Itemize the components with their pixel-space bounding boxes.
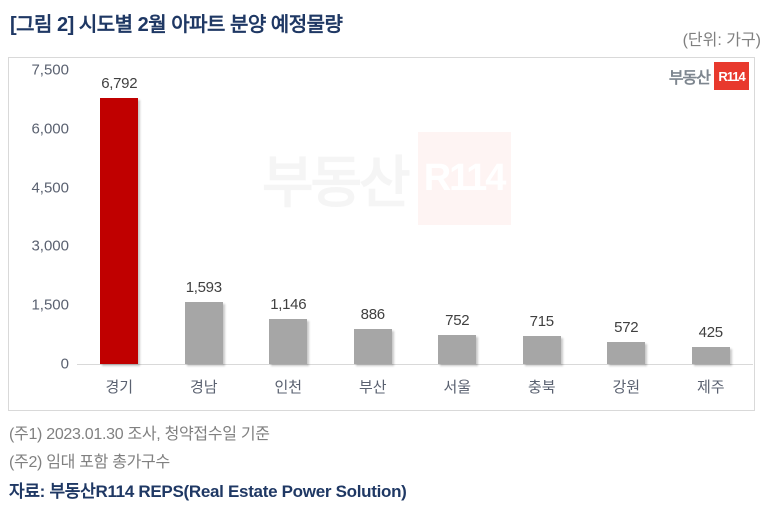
bar-경기 — [100, 97, 139, 364]
brand-logo-text: 부동산 — [668, 70, 711, 87]
x-axis-labels: 경기 경남 인천 부산 서울 충북 강원 제주 — [77, 376, 753, 396]
y-axis: 0 1,500 3,000 4,500 6,000 7,500 — [9, 58, 69, 410]
bar-slot: 886 — [331, 70, 416, 364]
plot-area: 6,792 1,593 1,146 886 752 715 572 425 — [77, 70, 754, 365]
data-label: 572 — [614, 318, 639, 336]
bar-slot: 6,792 — [77, 70, 162, 364]
chart-area: 부동산 R114 부동산 R114 0 1,500 3,000 4,500 6,000 7… — [8, 57, 755, 411]
y-tick-label: 1,500 — [31, 296, 69, 314]
note-2: (주2) 임대 포함 총가구수 — [9, 454, 170, 471]
figure-title: [그림 2] 시도별 2월 아파트 분양 예정물량 — [10, 14, 343, 36]
y-tick-label: 3,000 — [31, 237, 69, 255]
data-label: 752 — [445, 311, 470, 329]
y-tick-label: 6,000 — [31, 120, 69, 138]
y-tick-label: 4,500 — [31, 179, 69, 197]
brand-logo-mark: R114 — [714, 62, 749, 90]
data-label: 6,792 — [101, 74, 138, 92]
x-axis-line — [77, 364, 753, 365]
x-tick-label-부산: 부산 — [358, 379, 387, 396]
x-tick-label-경남: 경남 — [189, 379, 218, 396]
bar-강원 — [607, 341, 646, 364]
data-label: 1,593 — [185, 278, 222, 296]
unit-label: (단위: 가구) — [682, 32, 761, 49]
bar-slot: 1,593 — [162, 70, 247, 364]
bar-충북 — [522, 335, 561, 364]
y-tick-label: 7,500 — [31, 61, 69, 79]
bar-서울 — [438, 334, 477, 364]
x-tick-label-제주: 제주 — [696, 379, 725, 396]
bar-slot: 715 — [500, 70, 585, 364]
data-label: 715 — [529, 312, 554, 330]
bar-slot: 572 — [584, 70, 669, 364]
bar-제주 — [691, 347, 730, 364]
x-tick-label-강원: 강원 — [612, 379, 641, 396]
bar-부산 — [353, 329, 392, 364]
brand-logo: 부동산 R114 — [669, 62, 749, 90]
x-tick-label-인천: 인천 — [274, 379, 303, 396]
y-tick-label: 0 — [60, 355, 69, 373]
x-tick-label-경기: 경기 — [105, 379, 134, 396]
source-label: 자료: 부동산R114 REPS(Real Estate Power Solut… — [9, 482, 407, 501]
bar-slot: 752 — [415, 70, 500, 364]
data-label: 425 — [698, 324, 723, 342]
x-tick-label-충북: 충북 — [527, 379, 556, 396]
bar-slot: 425 — [669, 70, 754, 364]
bar-경남 — [184, 301, 223, 364]
data-label: 1,146 — [270, 296, 307, 314]
x-tick-label-서울: 서울 — [443, 379, 472, 396]
note-1: (주1) 2023.01.30 조사, 청약접수일 기준 — [9, 426, 270, 443]
bar-인천 — [269, 319, 308, 364]
data-label: 886 — [360, 306, 385, 324]
bar-slot: 1,146 — [246, 70, 331, 364]
